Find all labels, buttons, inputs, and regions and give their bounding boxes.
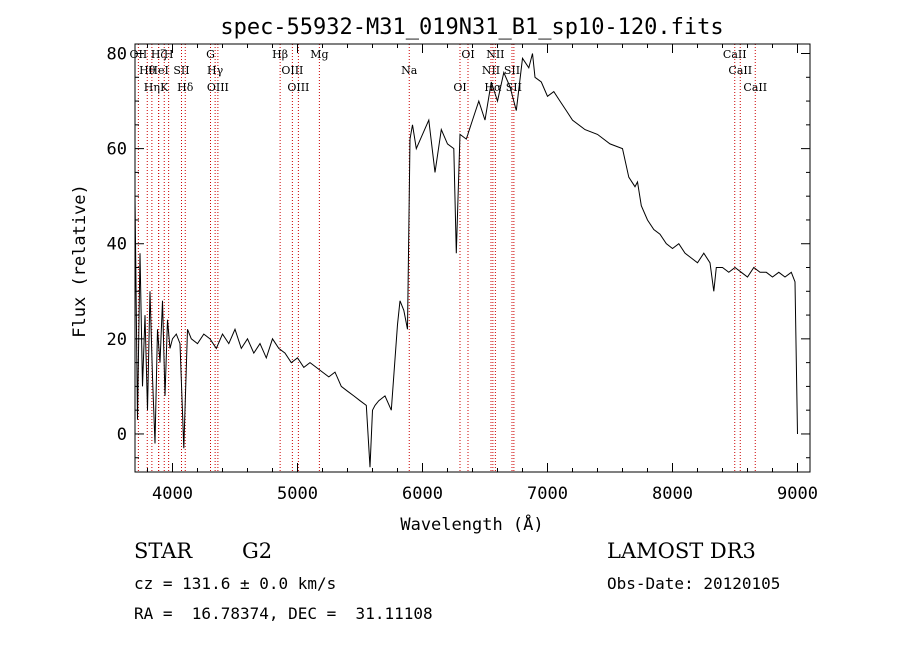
line-label: Hη <box>144 81 160 94</box>
ra-dec-coordinates: RA = 16.78374, DEC = 31.11108 <box>134 604 433 623</box>
line-label: Hζ <box>151 48 167 61</box>
emission-line-labels: OII Hθ Hη Hζ HeI K H SII Hδ G Hγ OIII Hβ OIII OIII Mg Na… <box>130 48 768 94</box>
line-label: H <box>164 48 174 61</box>
object-subclass: G2 <box>242 539 273 563</box>
line-label: Hθ <box>139 64 156 77</box>
x-tick-label: 9000 <box>777 484 818 504</box>
line-label: OIII <box>207 81 229 94</box>
object-class: STAR <box>134 539 193 563</box>
y-tick-label: 80 <box>107 45 127 65</box>
line-label: Na <box>401 64 418 77</box>
line-label: G <box>206 48 215 61</box>
x-tick-label: 8000 <box>652 484 693 504</box>
survey-name: LAMOST DR3 <box>607 539 756 563</box>
line-label: CaII <box>728 64 752 77</box>
line-label: K <box>160 81 169 94</box>
observation-date: Obs-Date: 20120105 <box>607 574 781 593</box>
line-label: OI <box>461 48 474 61</box>
y-axis-label: Flux (relative) <box>70 184 90 338</box>
y-tick-label: 0 <box>117 425 127 445</box>
y-axis-ticks: 0 20 40 60 80 <box>107 45 810 459</box>
line-label: CaII <box>723 48 747 61</box>
line-label: Hγ <box>207 64 224 77</box>
x-tick-label: 4000 <box>152 484 193 504</box>
line-label: Hβ <box>272 48 288 61</box>
line-label: NII <box>482 64 500 77</box>
y-tick-label: 40 <box>107 235 127 255</box>
line-label: HeI <box>148 64 168 77</box>
line-label: OII <box>130 48 148 61</box>
line-label: OIII <box>281 64 303 77</box>
y-tick-label: 20 <box>107 330 127 350</box>
redshift-cz: cz = 131.6 ± 0.0 km/s <box>134 574 337 593</box>
line-label: SII <box>506 81 522 94</box>
x-axis-label: Wavelength (Å) <box>400 513 543 535</box>
chart-title: spec-55932-M31_019N31_B1_sp10-120.fits <box>220 15 723 40</box>
line-label: OIII <box>287 81 309 94</box>
emission-line-markers <box>137 44 756 472</box>
x-tick-label: 7000 <box>527 484 568 504</box>
y-tick-label: 60 <box>107 140 127 160</box>
x-axis-ticks: 4000 5000 6000 7000 8000 9000 <box>147 44 818 504</box>
x-tick-label: 6000 <box>402 484 443 504</box>
line-label: CaII <box>743 81 767 94</box>
line-label: Mg <box>310 48 328 61</box>
x-tick-label: 5000 <box>277 484 318 504</box>
line-label: OI <box>453 81 466 94</box>
line-label: Hδ <box>177 81 194 94</box>
line-label: SII <box>504 64 520 77</box>
line-label: NII <box>486 48 504 61</box>
spectrum-series-line <box>134 53 798 468</box>
line-label: SII <box>173 64 189 77</box>
plot-frame <box>134 43 811 473</box>
